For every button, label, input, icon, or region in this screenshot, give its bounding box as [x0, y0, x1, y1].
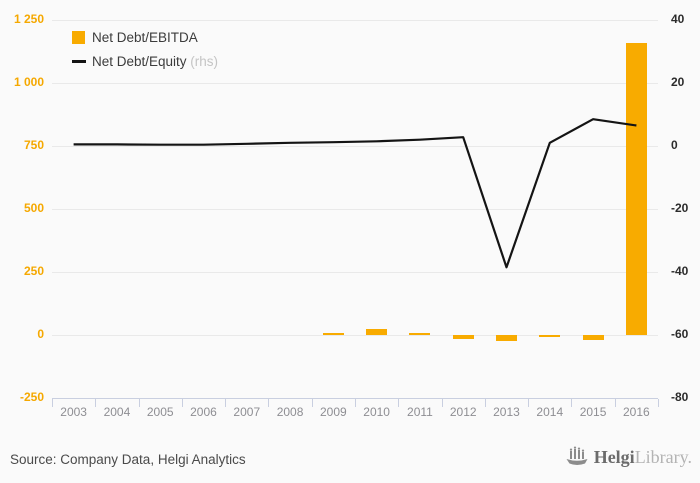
x-axis-tick — [614, 399, 616, 407]
x-axis-year-label: 2011 — [407, 405, 433, 419]
x-axis-tick — [355, 399, 356, 407]
gridline — [52, 272, 658, 273]
x-axis-tick — [484, 399, 486, 407]
x-axis-tick — [52, 399, 53, 407]
left-axis-tick-label: 750 — [23, 138, 44, 152]
x-axis-tick — [225, 399, 227, 407]
left-axis-tick-label: 1 000 — [13, 75, 44, 89]
rhs-suffix: (rhs) — [186, 53, 219, 69]
gridline — [52, 83, 658, 84]
bar-swatch-icon — [72, 30, 85, 44]
legend-item-net-debt-ebitda: Net Debt/EBITDA — [72, 28, 218, 46]
x-axis-year-label: 2014 — [536, 405, 564, 419]
x-axis-year-label: 2007 — [233, 405, 261, 419]
net-debt-ebitda-bar — [582, 335, 604, 341]
x-axis-tick — [138, 399, 140, 407]
x-axis-tick — [441, 399, 443, 407]
x-axis-line — [52, 398, 658, 399]
x-axis-year-label: 2003 — [60, 405, 87, 419]
x-axis-year-label: 2008 — [276, 405, 304, 419]
x-axis-tick — [268, 399, 270, 407]
gridline — [52, 335, 658, 336]
logo-text-helgi: Helgi — [593, 446, 635, 467]
logo-text-library: Library. — [634, 446, 692, 467]
helgi-library-logo: Helgi Library. — [565, 446, 692, 468]
x-axis-tick — [181, 399, 183, 407]
gridline — [52, 20, 658, 21]
left-axis-tick-label: 250 — [23, 264, 44, 278]
net-debt-ebitda-bar — [452, 335, 474, 339]
x-axis-tick — [95, 399, 97, 407]
x-axis-tick — [528, 399, 530, 407]
left-axis-tick-label: 500 — [23, 201, 44, 215]
x-axis-year-label: 2012 — [449, 405, 477, 419]
net-debt-ebitda-bar — [539, 335, 561, 337]
legend-label: Net Debt/EBITDA — [92, 29, 198, 45]
x-axis-year-label: 2006 — [190, 405, 217, 419]
source-text: Source: Company Data, Helgi Analytics — [10, 452, 246, 467]
x-axis-tick — [311, 399, 313, 407]
right-axis-tick-label: -20 — [671, 201, 689, 215]
line-swatch-icon — [72, 59, 86, 63]
right-axis-tick-label: -40 — [671, 264, 689, 278]
left-axis-tick-label: 1 250 — [13, 12, 44, 26]
right-axis-tick-label: 0 — [671, 138, 678, 152]
right-axis-tick-label: -80 — [671, 390, 689, 404]
left-axis-tick-label: 0 — [37, 327, 44, 341]
net-debt-ebitda-bar — [625, 42, 647, 335]
right-axis-tick-label: 20 — [671, 75, 685, 89]
net-debt-ebitda-bar — [409, 333, 431, 335]
helgi-ship-icon — [566, 446, 588, 465]
x-axis-year-label: 2010 — [363, 405, 390, 419]
net-debt-ebitda-bar — [496, 335, 517, 342]
legend-item-net-debt-equity: Net Debt/Equity (rhs) — [72, 52, 218, 70]
x-axis-year-label: 2005 — [146, 405, 174, 419]
x-axis-tick — [571, 399, 573, 407]
chart-legend: Net Debt/EBITDA Net Debt/Equity (rhs) — [72, 28, 218, 76]
net-debt-ebitda-bar — [366, 328, 388, 335]
left-axis-tick-label: -250 — [19, 390, 44, 404]
x-axis-tick — [658, 399, 659, 407]
gridline — [52, 209, 658, 210]
x-axis-year-label: 2015 — [579, 405, 607, 419]
gridline — [52, 146, 658, 147]
x-axis-year-label: 2013 — [493, 405, 520, 419]
legend-label: Net Debt/Equity (rhs) — [92, 53, 219, 69]
x-axis-tick — [398, 399, 400, 407]
x-axis-year-label: 2009 — [319, 405, 347, 419]
net-debt-ebitda-bar — [322, 333, 344, 335]
right-axis-tick-label: -60 — [671, 327, 689, 341]
x-axis-year-label: 2016 — [622, 405, 650, 419]
x-axis-year-label: 2004 — [103, 405, 131, 419]
right-axis-tick-label: 40 — [671, 12, 685, 26]
